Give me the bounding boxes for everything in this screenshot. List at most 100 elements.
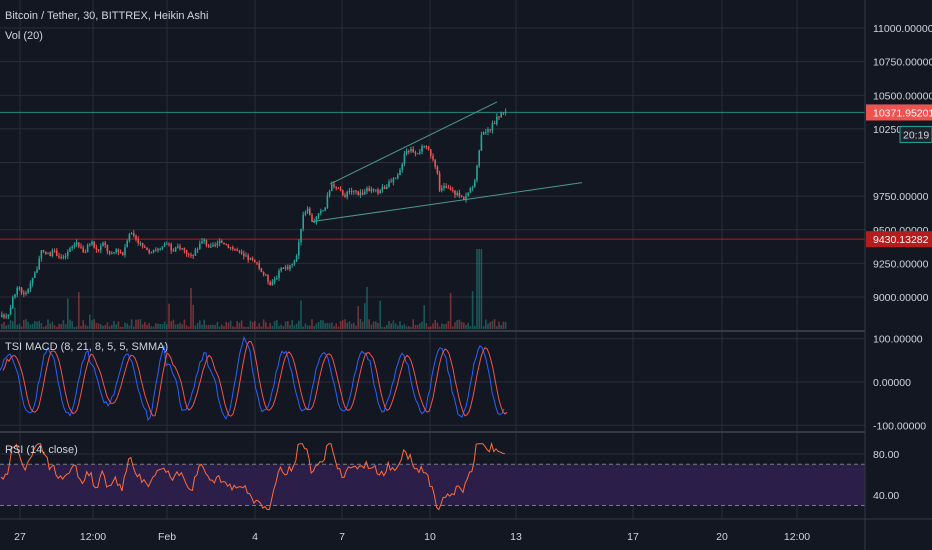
macd-legend[interactable]: TSI MACD (8, 21, 8, 5, 5, SMMA) [5,341,168,353]
price-pane[interactable]: Bitcoin / Tether, 30, BITTREX, Heikin As… [0,10,865,329]
volume-bar [185,325,188,329]
price-tick-label: 11000.00000 [873,23,932,35]
candle [262,271,265,275]
candle [474,180,476,187]
price-tick-label: 10500.00000 [873,90,932,102]
volume-bar [397,325,399,329]
volume-bar [298,320,300,329]
candle [172,250,175,252]
volume-bar [339,321,342,329]
candle [45,251,47,254]
countdown-bg [899,125,932,143]
volume-bar [249,320,252,329]
price-axis[interactable]: 11000.0000010750.0000010500.0000010250.0… [864,0,932,550]
trendlines[interactable] [311,101,583,223]
volume-bar [368,319,370,329]
candle [188,253,190,255]
volume-bar [137,319,139,329]
volume-bar [392,320,395,329]
volume-bar [342,320,344,329]
candle [333,184,335,187]
candle [84,252,87,254]
candle [449,187,452,191]
candle [141,242,144,247]
candle [122,252,124,256]
trendline[interactable] [329,101,498,185]
time-tick-label: 12:00 [784,531,810,543]
candle [194,249,197,256]
candle [51,250,54,257]
volume-bar [135,319,137,329]
candle [315,216,318,222]
rsi-pane[interactable]: RSI (14, close) [0,441,865,511]
candle [377,189,379,194]
trendline[interactable] [311,182,583,223]
candle [361,192,364,195]
candle [229,247,232,249]
candle [210,246,212,248]
time-axis[interactable]: 27 12:00 Feb 4 7 10 13 17 20 12:00 [0,518,932,543]
candle [467,192,469,196]
volume-bar [166,324,168,329]
volume-bar [95,323,98,329]
volume-bar [9,320,12,329]
candle [225,244,227,246]
volume-bar [309,325,311,329]
volume-bar [69,319,71,329]
candle [5,316,7,318]
rsi-tick-label: 40.00 [873,490,899,502]
volume-bar [416,324,419,329]
volume-bar [3,322,5,329]
rsi-legend[interactable]: RSI (14, close) [5,444,78,456]
candle [115,249,117,253]
volume-bar [267,326,269,329]
tsi-macd-pane[interactable]: TSI MACD (8, 21, 8, 5, 5, SMMA) [0,335,508,422]
volume-bar [144,321,146,329]
volume-bar [12,321,14,329]
candle [40,250,43,259]
volume-bar [410,326,412,329]
candle [282,267,285,269]
candle [117,249,120,253]
volume-bar [232,326,234,329]
candle [403,153,406,164]
volume-bar [218,326,221,329]
candle [496,116,498,124]
grid [0,0,865,519]
symbol-title[interactable]: Bitcoin / Tether, 30, BITTREX, Heikin As… [5,10,208,22]
candle [183,248,186,251]
volume-bar [293,325,296,329]
candle [434,159,436,167]
candle [133,233,135,236]
time-tick-label: 12:00 [80,531,106,543]
candle [366,188,368,192]
macd-tick-label: 0.00000 [873,377,911,389]
candle [443,186,445,189]
candle [126,240,128,248]
volume-bar [119,326,122,329]
candle [348,190,351,192]
candle [148,250,150,253]
candle [278,270,280,278]
candle [42,250,45,252]
volume-bar [236,321,238,329]
volume-bar [71,321,73,329]
candle [91,241,93,245]
candle [249,257,252,260]
volume-bar [205,325,208,329]
candle [168,243,170,245]
candle [185,250,188,254]
time-axis-ticks: 27 12:00 Feb 4 7 10 13 17 20 12:00 [14,531,810,543]
candle [93,241,95,248]
volume-bar [130,319,133,329]
volume-bar [304,323,307,329]
candle [412,148,414,153]
volume-bar [108,326,111,329]
volume-legend[interactable]: Vol (20) [5,30,43,42]
volume-bar [271,325,274,329]
bar-countdown: 20:19 [903,129,929,141]
volume-bar [78,292,80,329]
candle [89,244,91,246]
volume-bar [394,323,397,329]
